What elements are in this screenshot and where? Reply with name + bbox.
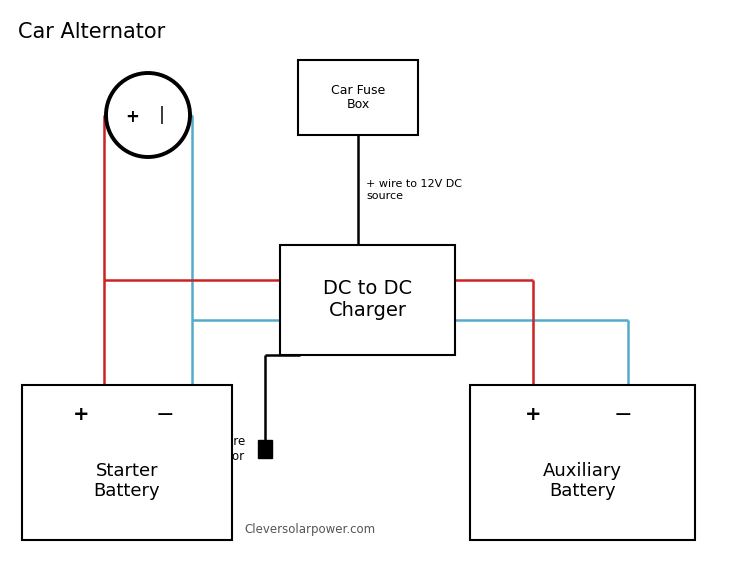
Text: + wire to 12V DC
source: + wire to 12V DC source xyxy=(366,179,462,201)
Text: Auxiliary
Battery: Auxiliary Battery xyxy=(543,462,622,501)
FancyBboxPatch shape xyxy=(258,440,272,458)
Text: −: − xyxy=(156,405,174,425)
Text: Car Fuse
Box: Car Fuse Box xyxy=(331,84,385,111)
Text: +: + xyxy=(73,406,89,424)
Text: −: − xyxy=(614,405,632,425)
FancyBboxPatch shape xyxy=(280,245,455,355)
Text: |: | xyxy=(159,106,165,124)
Text: DC to DC
Charger: DC to DC Charger xyxy=(323,279,412,320)
Text: +: + xyxy=(125,108,139,126)
Text: +: + xyxy=(525,406,541,424)
Text: Temperature
sensor: Temperature sensor xyxy=(170,435,245,463)
FancyBboxPatch shape xyxy=(470,385,695,540)
Text: Cleversolarpower.com: Cleversolarpower.com xyxy=(244,523,376,537)
Text: Starter
Battery: Starter Battery xyxy=(94,462,160,501)
FancyBboxPatch shape xyxy=(298,60,418,135)
Text: Car Alternator: Car Alternator xyxy=(18,22,165,42)
FancyBboxPatch shape xyxy=(22,385,232,540)
